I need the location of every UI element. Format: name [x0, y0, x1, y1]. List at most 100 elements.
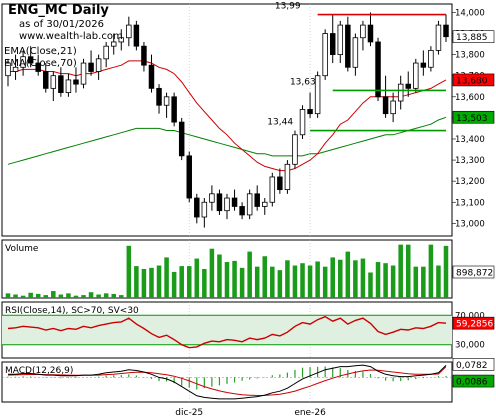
candle — [246, 189, 253, 220]
legend-ema-slow: EMA(Close,70) — [4, 58, 77, 69]
candle-body — [20, 56, 26, 68]
candle-body — [224, 197, 230, 212]
volume-tag: 898,872 — [452, 265, 495, 279]
macd-tag-label: 0,0782 — [456, 361, 488, 371]
volume-bar — [156, 265, 162, 298]
volume-title: Volume — [5, 244, 39, 254]
volume-bar — [66, 293, 71, 298]
candle — [186, 151, 192, 203]
candle — [284, 160, 291, 194]
candle — [5, 58, 11, 87]
price-tag-last: 13,885 — [452, 30, 495, 43]
volume-bar — [149, 267, 154, 298]
candle — [80, 58, 87, 89]
candle — [322, 29, 328, 80]
candle — [148, 54, 155, 93]
price-tick-label: 13,600 — [455, 93, 485, 103]
candle-body — [5, 62, 11, 77]
candle-body — [209, 193, 215, 203]
volume-bar — [254, 266, 260, 298]
price-tick-label: 13,300 — [455, 156, 485, 166]
candle-body — [12, 66, 19, 72]
rsi-tick-label: 30,000 — [455, 341, 485, 351]
candle — [178, 117, 185, 161]
level-label-support: 13,63 — [290, 77, 316, 87]
candle-body — [239, 206, 245, 216]
price-tick-label: 14,000 — [455, 8, 485, 18]
level-label-support: 13,44 — [267, 118, 293, 128]
chart-website: www.wealth-lab.com — [19, 31, 123, 42]
price-tag-ema_slow: 13,503 — [452, 110, 495, 124]
price-tick-label: 13,000 — [455, 219, 485, 229]
candle — [95, 54, 102, 80]
rsi-tag: 59,2856 — [452, 316, 495, 330]
volume-bar — [111, 293, 116, 298]
candle-body — [352, 37, 359, 68]
volume-bar — [405, 244, 411, 298]
legend-ema-fast: EMA(Close,21) — [4, 46, 77, 57]
candle — [224, 193, 230, 220]
candle-body — [284, 163, 291, 191]
volume-tag-label: 898,872 — [456, 269, 493, 279]
candle — [307, 92, 313, 118]
volume-bar — [421, 266, 426, 298]
volume-bar — [315, 261, 320, 298]
candle-body — [314, 75, 321, 115]
rsi-tag-label: 59,2856 — [456, 320, 493, 330]
candle-body — [375, 41, 381, 98]
candle-body — [307, 109, 313, 115]
candle-body — [269, 176, 276, 203]
price-tick-label: 13,400 — [455, 135, 485, 145]
candle — [329, 14, 336, 64]
candle-body — [80, 62, 87, 85]
candle-body — [118, 37, 125, 43]
price-tag-ema_slow-label: 13,503 — [456, 114, 488, 124]
volume-bar — [353, 260, 358, 298]
volume-bar — [88, 292, 94, 298]
candle-body — [382, 96, 389, 115]
candle — [375, 37, 381, 102]
volume-bar — [217, 254, 222, 298]
volume-bar — [292, 265, 298, 298]
candle — [88, 50, 94, 76]
price-tag-ema_fast-label: 13,680 — [456, 76, 488, 86]
candle-body — [148, 64, 155, 89]
volume-bar — [171, 271, 177, 298]
volume-bar — [28, 292, 33, 298]
volume-bar — [285, 260, 290, 298]
macd-hist-tag-box — [452, 374, 495, 388]
volume-bar — [194, 258, 200, 298]
candle-body — [43, 71, 49, 89]
candle-body — [50, 75, 57, 89]
volume-bar — [20, 295, 26, 298]
candle — [405, 71, 411, 97]
volume-bar — [126, 245, 132, 298]
volume-bar — [330, 257, 335, 298]
volume-bar — [239, 267, 245, 298]
macd-title: MACD(12,26,9) — [5, 366, 73, 376]
price-tag-last-label: 13,885 — [456, 33, 488, 43]
volume-bar — [345, 251, 351, 298]
candle — [20, 50, 26, 76]
candle-body — [110, 41, 117, 47]
volume-bar — [247, 251, 252, 298]
candle-body — [35, 62, 41, 72]
volume-bar — [398, 244, 403, 298]
candle-body — [299, 109, 306, 136]
price-tick-label: 13,200 — [455, 177, 485, 187]
candle — [435, 20, 442, 55]
level-label-resistance: 13,99 — [275, 2, 301, 12]
candle-body — [277, 176, 283, 190]
price-tag-ema_fast-box — [452, 73, 495, 87]
candle — [50, 71, 57, 102]
candle — [156, 84, 162, 114]
candle-body — [345, 24, 351, 68]
volume-tag-box — [452, 265, 495, 279]
candle — [118, 29, 125, 51]
volume-bar — [300, 263, 305, 298]
candle — [277, 168, 283, 194]
candle — [397, 75, 404, 110]
candle — [133, 20, 140, 51]
volume-bar — [413, 266, 419, 298]
macd-tag-box — [452, 358, 495, 371]
